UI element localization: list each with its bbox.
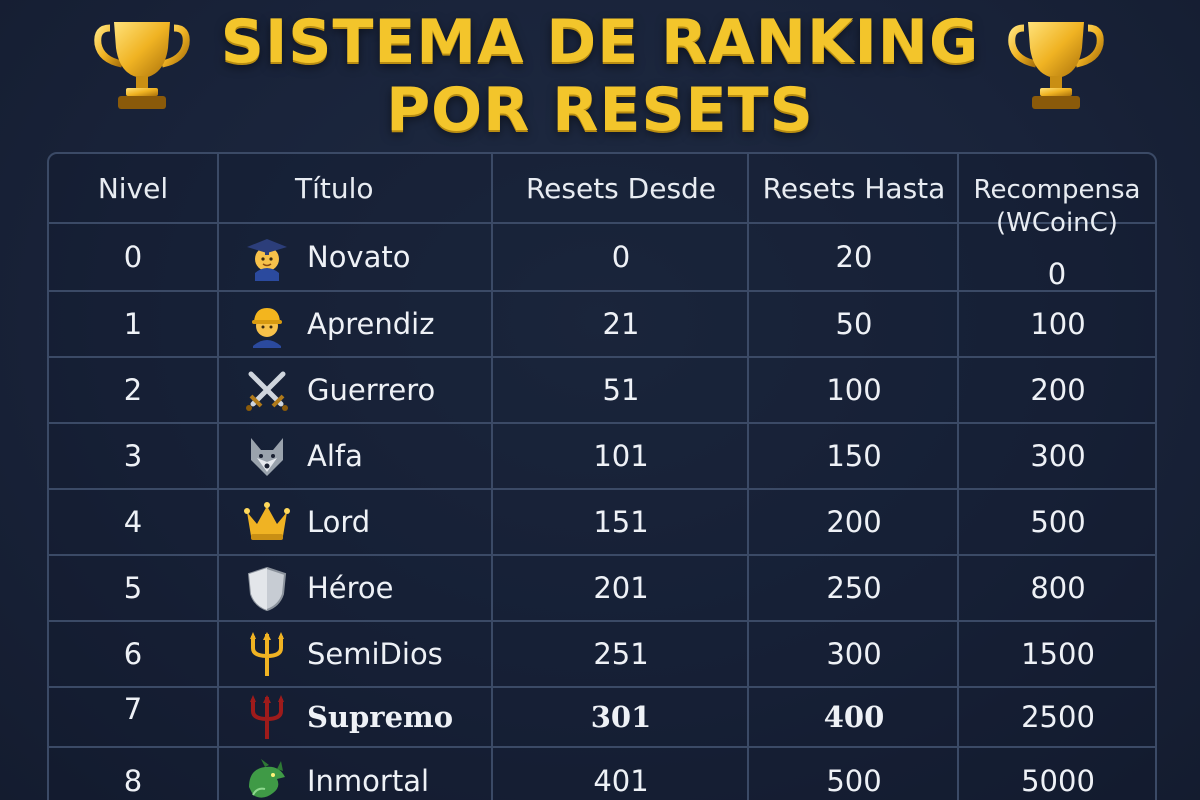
recompensa-cell: 300 [957, 424, 1155, 488]
student-icon [247, 239, 287, 281]
title-label: Supremo [307, 700, 454, 734]
resets-hasta-cell: 250 [747, 556, 959, 620]
resets-hasta-cell: 100 [747, 358, 959, 422]
shield-icon [247, 566, 287, 612]
table-row: 1 Aprendiz 21 50 100 [49, 292, 1155, 358]
recompensa-cell: 2500 [957, 688, 1155, 746]
nivel-cell: 0 [123, 240, 143, 274]
column-header-titulo: Título [217, 154, 491, 222]
title-label: Inmortal [307, 764, 430, 798]
red-trident-icon [250, 695, 284, 739]
nivel-cell: 7 [123, 692, 143, 726]
resets-desde-cell: 21 [491, 292, 749, 356]
resets-hasta-cell: 300 [747, 622, 959, 686]
table-row: 6 SemiDios 251 300 1500 [49, 622, 1155, 688]
resets-hasta-cell: 150 [747, 424, 959, 488]
table-row: 0 Novato 0 20 0 [49, 224, 1155, 292]
title-label: Guerrero [307, 373, 436, 407]
resets-desde-cell: 401 [491, 748, 749, 800]
resets-desde-cell: 51 [491, 358, 749, 422]
titulo-cell: Guerrero [217, 358, 493, 422]
nivel-cell: 1 [123, 307, 143, 341]
resets-hasta-cell: 400 [747, 688, 959, 746]
nivel-cell: 5 [123, 571, 143, 605]
title-label: SemiDios [307, 637, 443, 671]
titulo-cell: Novato [217, 224, 493, 290]
recompensa-cell: 1500 [957, 622, 1155, 686]
title-label: Lord [307, 505, 371, 539]
nivel-cell: 2 [123, 373, 143, 407]
table-row: 4 Lord 151 200 500 [49, 490, 1155, 556]
resets-desde-cell: 0 [491, 224, 749, 290]
recompensa-cell: 0 [957, 224, 1155, 291]
resets-hasta-cell: 50 [747, 292, 959, 356]
column-header-resets-hasta: Resets Hasta [747, 154, 959, 222]
table-row: 2 Guerrero 51 100 200 [49, 358, 1155, 424]
column-header-resets-desde: Resets Desde [491, 154, 749, 222]
table-row: 3 Alfa 101 150 300 [49, 424, 1155, 490]
table-row: 7 Supremo 301 400 2500 [49, 688, 1155, 748]
title-label: Héroe [307, 571, 394, 605]
titulo-cell: Aprendiz [217, 292, 493, 356]
titulo-cell: SemiDios [217, 622, 493, 686]
resets-desde-cell: 251 [491, 622, 749, 686]
nivel-cell: 3 [123, 439, 143, 473]
titulo-cell: Inmortal [217, 748, 493, 800]
green-dragon-icon [249, 759, 285, 798]
page-title-line2: POR RESETS [386, 75, 814, 145]
trophy-icon [1008, 22, 1104, 109]
titulo-cell: Lord [217, 490, 493, 554]
column-header-nivel: Nivel [97, 171, 169, 205]
resets-hasta-cell: 20 [747, 224, 959, 290]
recompensa-cell: 200 [957, 358, 1155, 422]
title-label: Novato [307, 240, 411, 274]
title-label: Alfa [307, 439, 363, 473]
construction-worker-icon [252, 308, 282, 348]
nivel-cell: 4 [123, 505, 143, 539]
crossed-swords-icon [246, 371, 288, 411]
resets-desde-cell: 201 [491, 556, 749, 620]
titulo-cell: Alfa [217, 424, 493, 488]
titulo-cell: Héroe [217, 556, 493, 620]
ranking-table: Nivel Título Resets Desde Resets Hasta R… [47, 152, 1157, 800]
recompensa-cell: 800 [957, 556, 1155, 620]
golden-trident-icon [250, 632, 284, 676]
title-label: Aprendiz [307, 307, 435, 341]
header: SISTEMA DE RANKING POR RESETS [0, 0, 1200, 150]
resets-hasta-cell: 200 [747, 490, 959, 554]
trophy-icon [94, 22, 190, 109]
recompensa-cell: 500 [957, 490, 1155, 554]
crown-icon [244, 502, 290, 540]
recompensa-cell: 5000 [957, 748, 1155, 800]
table-header-row: Nivel Título Resets Desde Resets Hasta R… [49, 154, 1155, 294]
page-title-line1: SISTEMA DE RANKING [220, 7, 980, 77]
table-row: 8 Inmortal 401 500 5000 [49, 748, 1155, 800]
table-row: 5 Héroe 201 250 800 [49, 556, 1155, 622]
recompensa-cell: 100 [957, 292, 1155, 356]
resets-desde-cell: 151 [491, 490, 749, 554]
resets-desde-cell: 101 [491, 424, 749, 488]
nivel-cell: 6 [123, 637, 143, 671]
nivel-cell: 8 [123, 764, 143, 798]
resets-desde-cell: 301 [491, 688, 749, 746]
wolf-icon [251, 438, 283, 476]
titulo-cell: Supremo [217, 688, 493, 746]
resets-hasta-cell: 500 [747, 748, 959, 800]
